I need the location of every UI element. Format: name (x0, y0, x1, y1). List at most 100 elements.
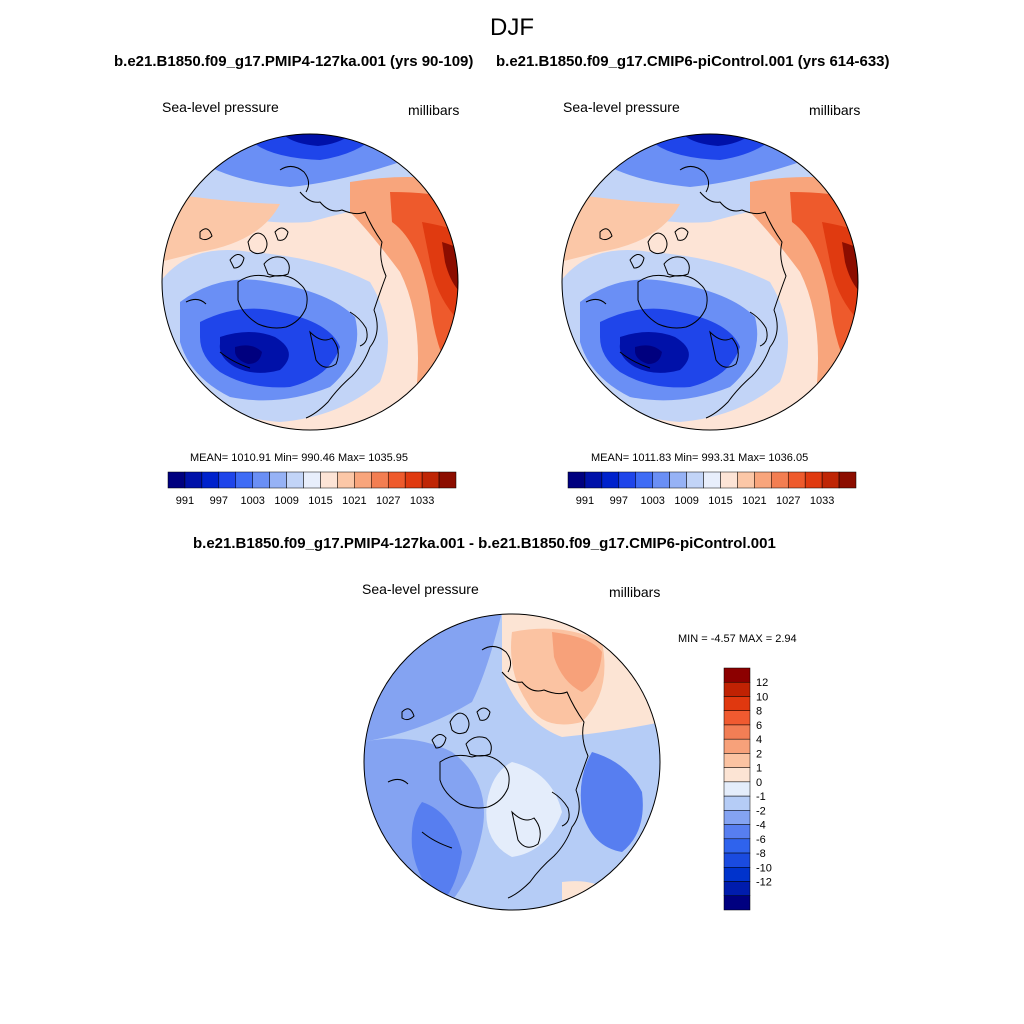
panel-2-variable-label: Sea-level pressure (563, 99, 680, 115)
difference-colorbar-segment (723, 838, 751, 854)
panel-1-colorbar-tick: 991 (176, 495, 194, 507)
difference-colorbar-tick: -1 (756, 791, 766, 803)
difference-coastline (511, 810, 541, 848)
panel-1-colorbar-segment (167, 471, 186, 489)
panel-2-colorbar-segment (838, 471, 857, 489)
panel-2-colorbar-segment (669, 471, 687, 489)
panel-1-colorbar-segment (438, 471, 457, 489)
panel-2-coastline (699, 191, 787, 419)
panel-2-colorbar-segment (703, 471, 721, 489)
panel-1-coastline (349, 311, 368, 347)
panel-2-coastline (749, 311, 768, 347)
panel-1-colorbar-segment (421, 471, 440, 489)
panel-1-stats: MEAN= 1010.91 Min= 990.46 Max= 1035.95 (190, 452, 409, 464)
panel-2-colorbar-tick: 1003 (640, 495, 664, 507)
difference-colorbar-tick: 10 (756, 691, 768, 703)
panel-2-colorbar-segment (771, 471, 789, 489)
panel-2-colorbar-tick: 1027 (776, 495, 800, 507)
difference-coastline (421, 831, 453, 849)
panel-2-map-boundary (561, 133, 859, 431)
panel-2-polar-map (561, 133, 859, 431)
difference-contour-region (552, 632, 602, 692)
difference-stats: MIN = -4.57 MAX = 2.94 (678, 633, 797, 645)
difference-contour-region (411, 802, 462, 902)
panel-2-contour-region (562, 192, 680, 262)
panel-2-colorbar-tick: 1015 (708, 495, 732, 507)
difference-colorbar-tick: -10 (756, 862, 772, 874)
panel-1-variable-label: Sea-level pressure (162, 99, 279, 115)
difference-colorbar-segment (723, 781, 751, 797)
panel-2-colorbar-tick: 991 (576, 495, 594, 507)
panel-2-colorbar-segment (804, 471, 823, 489)
panel-1-coastline (299, 191, 387, 419)
panel-2-coastline (679, 166, 710, 193)
panel-1-coastline (229, 254, 245, 269)
panel-2-coastline (629, 254, 645, 269)
difference-coastline (401, 708, 415, 721)
difference-coastline (431, 734, 447, 749)
figure-title: DJF (490, 14, 534, 41)
difference-colorbar-segment (723, 795, 751, 811)
difference-colorbar-segment (723, 724, 751, 740)
panel-1-polar-map (161, 133, 459, 431)
panel-1-colorbar-segment (269, 471, 287, 489)
panel-1-colorbar-segment (235, 471, 253, 489)
difference-colorbar-tick: -4 (756, 820, 766, 832)
panel-1-colorbar-tick: 1021 (342, 495, 366, 507)
panel-2-colorbar-segment (737, 471, 755, 489)
difference-colorbar-tick: -12 (756, 877, 772, 889)
panel-1-coastline (185, 298, 207, 305)
panel-1-colorbar-tick: 997 (210, 495, 228, 507)
panel-2-colorbar-tick: 1009 (674, 495, 698, 507)
panel-2-case-title: b.e21.B1850.f09_g17.CMIP6-piControl.001 … (496, 53, 890, 70)
difference-colorbar-segment (723, 895, 751, 911)
panel-2-coastline (599, 228, 613, 241)
panel-2-contour-region (600, 134, 820, 187)
difference-contour-region (580, 752, 643, 852)
difference-colorbar-segment (723, 810, 751, 825)
difference-colorbar-segment (723, 867, 751, 882)
panel-2-coastline (674, 227, 689, 241)
panel-1-colorbar-segment (354, 471, 372, 489)
difference-colorbar-segment (723, 667, 751, 683)
difference-coastline (465, 736, 492, 757)
panel-2-colorbar-tick: 1021 (742, 495, 766, 507)
difference-colorbar-tick: 4 (756, 734, 762, 746)
panel-1-colorbar-segment (303, 471, 321, 489)
panel-1-colorbar-segment (286, 471, 304, 489)
difference-contour-region (486, 762, 562, 857)
difference-colorbar-segment (723, 710, 751, 726)
difference-variable-label: Sea-level pressure (362, 581, 479, 597)
difference-colorbar-tick: -6 (756, 834, 766, 846)
panel-2-coastline (663, 256, 690, 277)
panel-1-colorbar-segment (218, 471, 237, 489)
panel-1-contour-region (200, 134, 420, 187)
difference-colorbar-segment (723, 681, 751, 697)
panel-2-stats: MEAN= 1011.83 Min= 993.31 Max= 1036.05 (591, 452, 809, 464)
panel-2-colorbar: 991 997 1003 1009 1015 1021 1027 1033 (567, 471, 857, 507)
panel-1-colorbar-tick: 1009 (274, 495, 298, 507)
panel-2-colorbar-tick: 997 (610, 495, 628, 507)
panel-2-colorbar-segment (821, 471, 840, 489)
panel-1-coastline (199, 228, 213, 241)
difference-colorbar-segment (723, 824, 751, 840)
panel-1-units-label: millibars (408, 102, 460, 118)
difference-colorbar-segment (723, 696, 751, 711)
panel-1-case-title: b.e21.B1850.f09_g17.PMIP4-127ka.001 (yrs… (114, 53, 474, 70)
difference-colorbar-tick: 0 (756, 777, 762, 789)
difference-colorbar-tick: -2 (756, 805, 766, 817)
panel-2-colorbar-segment (635, 471, 653, 489)
panel-1-colorbar-tick: 1027 (376, 495, 400, 507)
difference-coastline (481, 646, 512, 673)
difference-coastline (387, 778, 409, 785)
difference-coastline (501, 671, 589, 899)
difference-title: b.e21.B1850.f09_g17.PMIP4-127ka.001 - b.… (193, 535, 776, 552)
difference-polar-map (363, 613, 661, 911)
difference-colorbar-tick: 12 (756, 677, 768, 689)
difference-coastline (476, 707, 491, 721)
panel-1-colorbar-tick: 1015 (308, 495, 332, 507)
panel-1-coastline (263, 256, 290, 277)
difference-coastline (449, 712, 470, 735)
panel-1-map-boundary (161, 133, 459, 431)
